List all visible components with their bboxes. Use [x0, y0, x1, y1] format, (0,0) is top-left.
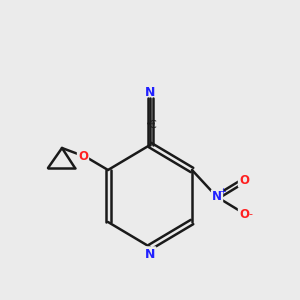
Text: C: C: [148, 120, 156, 130]
Text: N: N: [212, 190, 222, 203]
Text: +: +: [220, 187, 226, 196]
Text: O: O: [239, 208, 249, 220]
Text: -: -: [248, 209, 252, 219]
Text: N: N: [145, 248, 155, 260]
Text: O: O: [239, 173, 249, 187]
Text: N: N: [145, 86, 155, 100]
Text: O: O: [78, 151, 88, 164]
